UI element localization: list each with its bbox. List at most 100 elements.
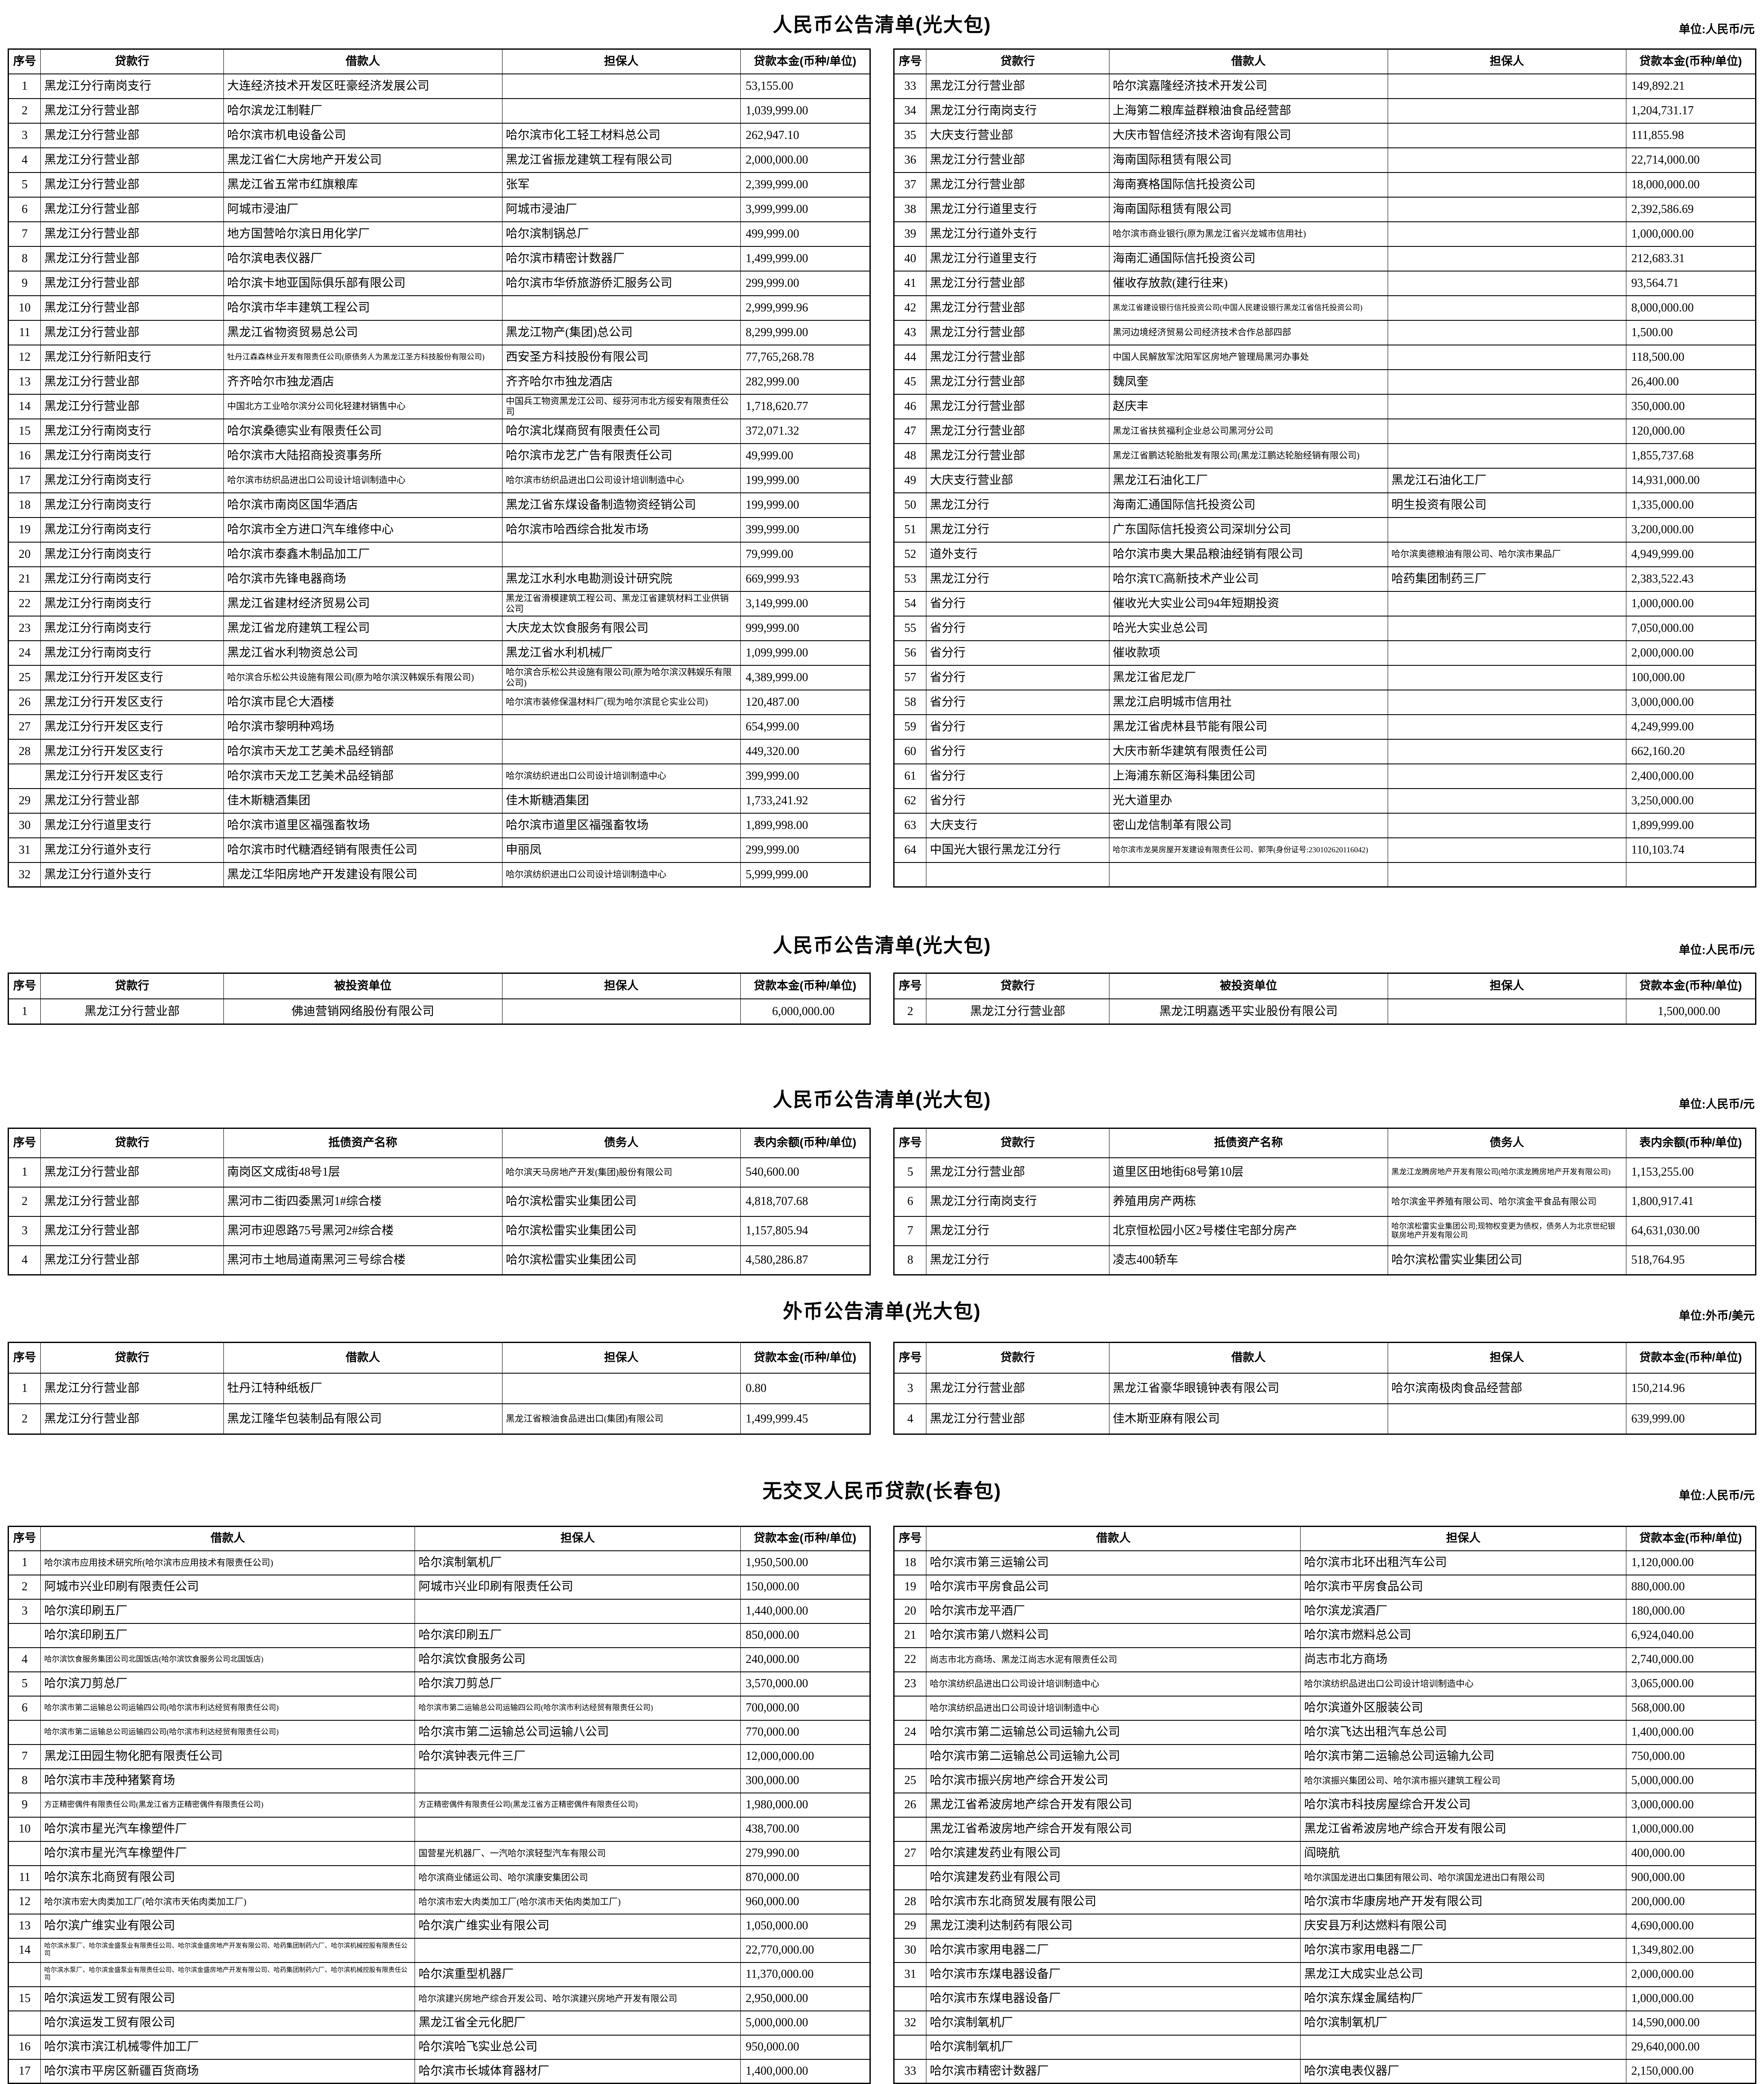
table-row: 44 黑龙江分行营业部 中国人民解放军沈阳军区房地产管理局黑河办事处 118,500.… — [893, 345, 1756, 370]
table-row: 59 省分行 黑龙江省虎林县节能有限公司 4,249,999.00 — [893, 714, 1756, 739]
amount-cell: 1,157,805.94 — [740, 1216, 871, 1246]
guarantor-cell — [502, 295, 741, 320]
guarantor-cell — [1387, 665, 1626, 690]
guarantor-cell — [1387, 837, 1626, 862]
guarantor-cell — [502, 998, 741, 1024]
guarantor-cell — [1387, 443, 1626, 468]
borrower-cell: 哈尔滨东北商贸有限公司 — [40, 1865, 415, 1890]
party-cell: 黑龙江省五常市红旗粮库 — [223, 172, 502, 197]
table-pair: 序号 贷款行 被投资单位 担保人 贷款本金(币种/单位) 1 黑龙江分行营业部 佛迪营销网络股… — [8, 973, 1756, 1025]
guarantor-cell: 方正精密偶件有限责任公司(黑龙江省方正精密偶件有限责任公司) — [415, 1793, 741, 1817]
amount-cell: 1,499,999.45 — [740, 1403, 871, 1434]
party-cell — [1109, 862, 1388, 887]
seq-cell: 61 — [893, 763, 927, 789]
amount-cell: 372,071.32 — [740, 418, 871, 444]
party-cell: 哈尔滨市商业银行(原为黑龙江省兴龙城市信用社) — [1109, 221, 1388, 246]
seq-cell: 62 — [893, 788, 927, 813]
section-foreign-currency-announcement: 外币公告清单(光大包) 单位:外币/美元 序号 贷款行 借款人 担保人 贷款本金(币种/… — [8, 1296, 1756, 1435]
table-row: 33 哈尔滨市精密计数器厂 哈尔滨电表仪器厂 2,150,000.00 — [893, 2059, 1756, 2084]
table-row: 7 黑龙江分行 北京恒松园小区2号楼住宅部分房产 哈尔滨松雷实业集团公司;现物权变更为… — [893, 1216, 1756, 1246]
table-row: 哈尔滨运发工贸有限公司 黑龙江省全元化肥厂 5,000,000.00 — [8, 2010, 871, 2035]
amount-cell: 1,400,000.00 — [1626, 1720, 1756, 1745]
table-row: 13 黑龙江分行营业部 齐齐哈尔市独龙酒店 齐齐哈尔市独龙酒店 282,999.00 — [8, 369, 871, 394]
seq-cell: 22 — [8, 591, 41, 616]
amount-cell — [1626, 862, 1756, 887]
table-row: 36 黑龙江分行营业部 海南国际租赁有限公司 22,714,000.00 — [893, 147, 1756, 172]
amount-cell: 1,800,917.41 — [1626, 1187, 1756, 1216]
amount-cell: 1,950,500.00 — [740, 1550, 871, 1575]
seq-cell: 52 — [893, 542, 927, 567]
guarantor-cell: 哈尔滨市化工轻工材料总公司 — [502, 123, 741, 148]
party-cell: 南岗区文成街48号1层 — [223, 1157, 502, 1187]
amount-cell: 1,733,241.92 — [740, 788, 871, 813]
seq-cell: 24 — [8, 640, 41, 665]
loan-table-left: 序号 贷款行 借款人 担保人 贷款本金(币种/单位) 1 黑龙江分行南岗支行 大连经济技术开发… — [8, 48, 871, 888]
amount-cell: 49,999.00 — [740, 443, 871, 468]
table-row: 22 黑龙江分行南岗支行 黑龙江省建材经济贸易公司 黑龙江省滑模建筑工程公司、黑龙江省… — [8, 591, 871, 616]
table-row: 15 哈尔滨运发工贸有限公司 哈尔滨建兴房地产综合开发公司、哈尔滨建兴房地产开发有限… — [8, 1986, 871, 2011]
guarantor-cell — [502, 1373, 741, 1404]
borrower-cell: 黑龙江田园生物化肥有限责任公司 — [40, 1744, 415, 1769]
seq-cell: 29 — [893, 1914, 927, 1938]
amount-cell: 11,370,000.00 — [740, 1962, 871, 1987]
seq-cell — [8, 1962, 41, 1987]
table-row: 46 黑龙江分行营业部 赵庆丰 350,000.00 — [893, 394, 1756, 419]
seq-cell: 19 — [8, 517, 41, 542]
party-cell: 哈尔滨合乐松公共设施有限公司(原为哈尔滨汉韩娱乐有限公司) — [223, 665, 502, 690]
table-row: 48 黑龙江分行营业部 黑龙江省鹏达轮胎批发有限公司(黑龙江鹏达轮胎经销有限公司) 1… — [893, 443, 1756, 468]
seq-cell: 5 — [8, 1671, 41, 1696]
party-cell: 黑龙江省虎林县节能有限公司 — [1109, 714, 1388, 739]
amount-cell: 212,683.31 — [1626, 246, 1756, 271]
lender-bank-cell: 黑龙江分行开发区支行 — [40, 665, 224, 690]
amount-cell: 399,999.00 — [740, 517, 871, 542]
amount-cell: 149,892.21 — [1626, 74, 1756, 99]
party-cell: 齐齐哈尔市独龙酒店 — [223, 369, 502, 394]
guarantor-cell: 中国兵工物资黑龙江公司、绥芬河市北方绥安有限责任公司 — [502, 394, 741, 419]
lender-bank-cell: 黑龙江分行营业部 — [40, 98, 224, 123]
table-row: 39 黑龙江分行道外支行 哈尔滨市商业银行(原为黑龙江省兴龙城市信用社) 1,000,… — [893, 221, 1756, 246]
guarantor-cell — [1387, 271, 1626, 296]
guarantor-cell — [1387, 517, 1626, 542]
lender-bank-cell: 省分行 — [926, 714, 1109, 739]
header-row: 序号 借款人 担保人 贷款本金(币种/单位) — [893, 1526, 1756, 1551]
table-row: 14 黑龙江分行营业部 中国北方工业哈尔滨分公司化轻建材销售中心 中国兵工物资黑龙江公… — [8, 394, 871, 419]
unit-label: 单位:人民币/元 — [1679, 1489, 1755, 1502]
table-row: 24 哈尔滨市第二运输总公司运输九公司 哈尔滨飞达出租汽车总公司 1,400,000.… — [893, 1720, 1756, 1745]
seq-cell: 41 — [893, 271, 927, 296]
amount-cell: 2,000,000.00 — [740, 147, 871, 172]
guarantor-cell: 哈尔滨制锅总厂 — [502, 221, 741, 246]
guarantor-cell: 哈尔滨松雷实业集团公司 — [502, 1245, 741, 1275]
table-row: 8 黑龙江分行营业部 哈尔滨电表仪器厂 哈尔滨市精密计数器厂 1,499,999.00 — [8, 246, 871, 271]
lender-bank-cell: 黑龙江分行南岗支行 — [40, 492, 224, 517]
party-cell: 牡丹江森森林业开发有限责任公司(原债务人为黑龙江圣方科技股份有限公司) — [223, 345, 502, 370]
table-row: 哈尔滨制氧机厂 29,640,000.00 — [893, 2035, 1756, 2059]
guarantor-cell — [1387, 74, 1626, 99]
amount-cell: 120,000.00 — [1626, 418, 1756, 444]
party-cell: 哈尔滨市黎明种鸡场 — [223, 714, 502, 739]
seq-cell: 13 — [8, 369, 41, 394]
amount-cell: 4,818,707.68 — [740, 1187, 871, 1216]
guarantor-cell: 哈尔滨市宏大肉类加工厂(哈尔滨市天佑肉类加工厂) — [415, 1889, 741, 1914]
column-header: 贷款本金(币种/单位) — [1626, 1526, 1756, 1551]
party-cell: 哈尔滨桑德实业有限责任公司 — [223, 418, 502, 444]
amount-cell: 5,999,999.00 — [740, 862, 871, 887]
seq-cell: 64 — [893, 837, 927, 862]
table-row: 32 黑龙江分行道外支行 黑龙江华阳房地产开发建设有限公司 哈尔滨纺织进出口公司设计培… — [8, 862, 871, 887]
seq-cell: 4 — [893, 1403, 927, 1434]
guarantor-cell: 哈尔滨制氧机厂 — [1300, 2010, 1626, 2035]
amount-cell: 639,999.00 — [1626, 1403, 1756, 1434]
guarantor-cell: 佳木斯糖酒集团 — [502, 788, 741, 813]
guarantor-cell — [1387, 714, 1626, 739]
amount-cell: 1,500.00 — [1626, 320, 1756, 345]
guarantor-cell — [1387, 172, 1626, 197]
lender-bank-cell: 黑龙江分行营业部 — [926, 443, 1109, 468]
seq-cell: 43 — [893, 320, 927, 345]
column-header: 债务人 — [1387, 1128, 1626, 1158]
table-row: 1 黑龙江分行营业部 佛迪营销网络股份有限公司 6,000,000.00 — [8, 998, 871, 1024]
seq-cell: 28 — [893, 1889, 927, 1914]
guarantor-cell — [1387, 763, 1626, 789]
lender-bank-cell: 大庆支行 — [926, 813, 1109, 838]
guarantor-cell — [1387, 690, 1626, 715]
borrower-cell: 哈尔滨广维实业有限公司 — [40, 1914, 415, 1938]
guarantor-cell: 哈尔滨松雷实业集团公司;现物权变更为债权，债务人为北京世纪银联房地产开发有限公司 — [1387, 1216, 1626, 1246]
